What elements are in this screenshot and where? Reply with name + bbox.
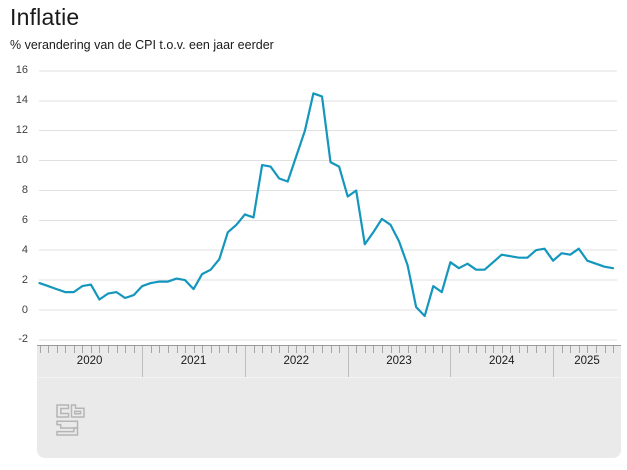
- y-tick-label: 0: [21, 303, 28, 316]
- month-tick: [313, 346, 315, 353]
- month-tick: [56, 346, 58, 353]
- y-tick-label: 10: [15, 154, 28, 167]
- month-tick: [570, 346, 572, 353]
- month-tick: [399, 346, 400, 353]
- month-tick: [262, 346, 264, 353]
- month-tick: [501, 346, 503, 353]
- month-tick: [82, 346, 84, 353]
- month-tick: [544, 346, 546, 353]
- y-tick-label: 12: [15, 124, 28, 137]
- month-tick: [48, 346, 50, 353]
- month-tick: [356, 346, 358, 353]
- month-tick: [527, 346, 529, 353]
- month-tick: [90, 346, 92, 353]
- month-tick: [330, 346, 332, 353]
- month-tick: [561, 346, 563, 353]
- month-tick: [381, 346, 383, 353]
- month-tick: [373, 346, 375, 353]
- month-tick: [441, 346, 443, 353]
- year-separator: [450, 346, 452, 377]
- month-tick: [150, 346, 152, 353]
- y-tick-label: -2: [18, 333, 28, 346]
- month-tick: [339, 346, 341, 353]
- inflation-series-line: [38, 92, 615, 318]
- month-tick: [467, 346, 469, 353]
- chart-title: Inflatie: [10, 4, 80, 30]
- y-tick-label: 2: [21, 273, 28, 286]
- time-axis-scrollbar[interactable]: 2020 2021 2022 2023 2024 2025: [37, 345, 621, 378]
- axis-footer-divider: [37, 377, 621, 378]
- year-separator: [142, 346, 144, 377]
- y-axis: 16 14 12 10 8 6 4 2 0 -2: [0, 0, 28, 360]
- month-tick: [296, 346, 298, 353]
- month-tick: [253, 346, 255, 353]
- y-tick-label: 4: [21, 243, 28, 256]
- month-tick: [99, 346, 101, 353]
- month-tick: [185, 346, 186, 353]
- month-tick: [193, 346, 195, 353]
- month-tick: [424, 346, 426, 353]
- month-tick: [39, 346, 41, 353]
- y-tick-label: 16: [15, 64, 28, 77]
- month-tick: [416, 346, 418, 353]
- x-year-label: 2020: [76, 355, 103, 367]
- month-tick: [270, 346, 272, 353]
- month-tick: [287, 346, 289, 353]
- y-tick-label: 14: [15, 94, 28, 107]
- time-axis-panel: 2020 2021 2022 2023 2024 2025: [37, 345, 621, 458]
- month-tick: [433, 346, 435, 353]
- x-year-label: 2021: [180, 355, 207, 367]
- month-tick: [578, 346, 580, 353]
- month-tick: [407, 346, 409, 353]
- year-separator: [347, 346, 349, 377]
- month-tick: [125, 346, 127, 353]
- month-tick: [518, 346, 520, 353]
- month-tick: [510, 346, 512, 353]
- month-tick: [116, 346, 118, 353]
- x-year-label: 2025: [574, 355, 600, 367]
- month-tick: [322, 346, 323, 353]
- y-tick-label: 6: [21, 213, 28, 226]
- month-tick: [279, 346, 281, 353]
- month-tick: [133, 346, 135, 353]
- cbs-logo: [56, 404, 85, 436]
- month-tick: [73, 346, 75, 353]
- month-tick: [390, 346, 392, 353]
- month-tick: [587, 346, 589, 353]
- month-tick: [210, 346, 212, 353]
- y-tick-label: 8: [21, 183, 28, 196]
- month-tick: [493, 346, 495, 353]
- month-tick: [595, 346, 597, 353]
- month-tick: [167, 346, 169, 353]
- month-tick: [65, 346, 67, 353]
- month-tick: [227, 346, 229, 353]
- x-year-label: 2024: [488, 355, 515, 367]
- month-tick: [304, 346, 306, 353]
- month-tick: [202, 346, 204, 353]
- month-tick: [159, 346, 161, 353]
- month-tick: [364, 346, 366, 353]
- month-tick: [604, 346, 606, 353]
- month-tick: [219, 346, 221, 353]
- year-separator: [553, 346, 555, 377]
- month-tick: [536, 346, 537, 353]
- month-tick: [484, 346, 486, 353]
- chart-subtitle: % verandering van de CPI t.o.v. een jaar…: [10, 38, 274, 52]
- month-tick: [458, 346, 460, 353]
- month-tick: [236, 346, 238, 353]
- month-tick: [476, 346, 478, 353]
- month-tick: [108, 346, 109, 353]
- x-year-label: 2023: [386, 355, 412, 367]
- year-separator: [244, 346, 246, 377]
- month-tick: [176, 346, 178, 353]
- month-tick: [613, 346, 614, 353]
- x-year-label: 2022: [283, 355, 310, 367]
